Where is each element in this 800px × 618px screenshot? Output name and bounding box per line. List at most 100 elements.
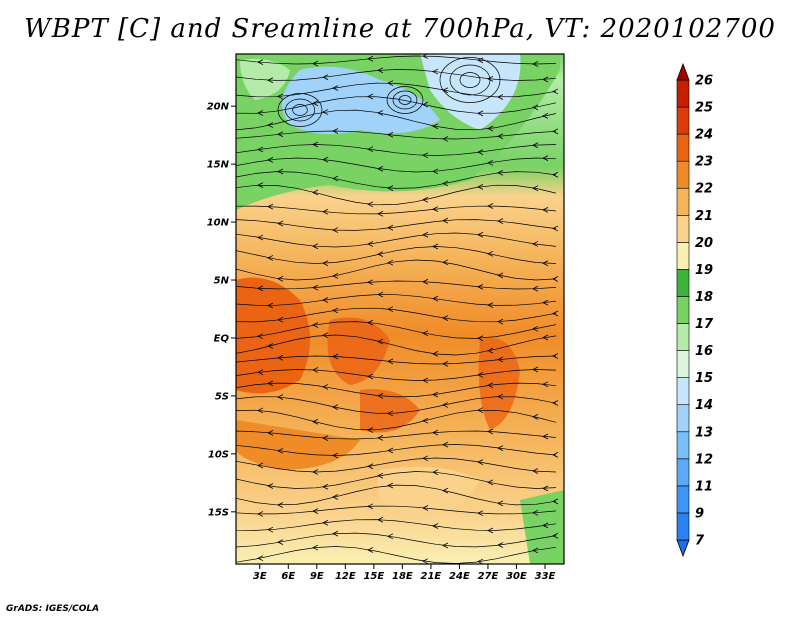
streamline-arrow: [487, 527, 494, 534]
streamline: [236, 219, 557, 231]
streamline-arrow: [542, 522, 549, 529]
streamline-arrow: [432, 68, 439, 75]
streamline: [236, 184, 557, 206]
streamline-arrow: [422, 231, 429, 238]
streamline: [236, 69, 557, 81]
streamline-arrow: [332, 494, 339, 500]
lat-tick-label: 15S: [208, 507, 229, 518]
streamline: [236, 409, 557, 431]
streamline-arrow: [367, 146, 374, 153]
streamline-arrow: [487, 125, 494, 132]
streamline-arrow: [387, 224, 394, 231]
streamline-arrow: [367, 547, 374, 553]
streamline-arrow: [277, 447, 284, 454]
streamline-arrow: [387, 358, 394, 365]
colorbar-segment: [676, 133, 690, 162]
streamline-arrow: [367, 319, 374, 326]
streamline-arrow: [332, 307, 339, 314]
streamline-swirl: [459, 72, 481, 88]
streamline-arrow: [422, 558, 429, 564]
streamline-arrow: [497, 133, 504, 140]
streamline-arrow: [367, 241, 374, 247]
streamline-arrow: [367, 55, 374, 62]
streamline-arrow: [367, 93, 374, 100]
streamline-arrow: [477, 284, 484, 290]
colorbar-segment: [676, 458, 690, 487]
streamline-arrow: [257, 462, 264, 469]
streamline-arrow: [332, 530, 339, 537]
streamline-arrow: [332, 128, 339, 134]
streamline-arrow: [257, 234, 264, 241]
streamline-arrow: [322, 384, 329, 390]
lat-tick-label: 10S: [208, 449, 229, 460]
streamline-arrow: [377, 291, 384, 298]
streamline-arrow: [477, 184, 484, 190]
streamline-arrow: [487, 302, 494, 308]
streamline-arrow: [257, 182, 264, 188]
streamline-arrow: [442, 315, 449, 322]
colorbar-label: 9: [695, 506, 704, 521]
streamline-arrow: [442, 361, 449, 367]
colorbar-segment: [676, 242, 690, 270]
streamline-arrow: [257, 285, 264, 292]
colorbar-label: 18: [695, 290, 713, 305]
streamline-arrow: [542, 260, 549, 267]
streamline-arrow: [487, 250, 494, 257]
lon-tick-label: 30E: [506, 571, 527, 582]
streamline-arrow: [267, 157, 274, 163]
colorbar-segment: [676, 512, 690, 541]
streamline-arrow: [312, 141, 319, 148]
streamline-arrow: [432, 429, 439, 436]
colorbar-segment: [676, 296, 690, 324]
streamline-arrow: [322, 519, 329, 526]
streamline-arrow: [322, 156, 329, 163]
streamline: [236, 369, 557, 381]
streamline-arrow: [432, 206, 439, 213]
colorbar-label: 15: [695, 371, 713, 386]
streamline-arrow: [552, 452, 559, 458]
streamline-arrow: [477, 558, 484, 564]
streamline: [236, 471, 557, 489]
streamline: [236, 82, 557, 98]
streamline-arrow: [267, 483, 274, 489]
streamline-arrow: [377, 165, 384, 172]
streamline-arrow: [542, 485, 549, 492]
streamline-arrow: [377, 393, 384, 399]
streamline-arrow: [312, 284, 319, 291]
streamline-arrow: [532, 241, 539, 247]
streamline: [236, 430, 557, 440]
streamline-arrow: [532, 185, 539, 192]
streamline-arrow: [442, 441, 449, 448]
streamline-arrow: [322, 435, 329, 441]
streamline-arrow: [387, 410, 394, 417]
streamlines: [236, 54, 559, 564]
streamline-arrow: [432, 243, 439, 250]
streamline-arrow: [332, 227, 339, 233]
colorbar-segment: [676, 106, 690, 135]
streamline-arrow: [497, 169, 504, 176]
streamline: [236, 382, 557, 398]
streamline-arrow: [542, 76, 549, 83]
streamline: [236, 157, 557, 173]
streamline-arrow: [477, 407, 484, 414]
streamline-arrow: [552, 276, 559, 282]
streamline-arrow: [387, 533, 394, 540]
lat-tick-label: 10N: [207, 218, 230, 229]
streamline-arrow: [497, 218, 504, 225]
streamline-arrow: [477, 371, 484, 378]
colorbar-segment: [676, 214, 690, 243]
colorbar-segment: [676, 404, 690, 433]
streamline-arrow: [332, 452, 339, 459]
lon-tick-label: 21E: [421, 571, 442, 582]
streamline-arrow: [277, 539, 284, 545]
streamline-arrow: [422, 152, 429, 159]
streamline: [236, 109, 557, 131]
streamline-arrow: [542, 155, 549, 161]
colorbar-label: 12: [695, 452, 713, 467]
streamline-arrow: [277, 316, 284, 323]
streamline-arrow: [552, 225, 559, 232]
streamline-arrow: [532, 142, 539, 149]
streamline-swirl: [449, 64, 491, 96]
streamline-arrow: [477, 335, 484, 342]
streamline-arrow: [552, 532, 559, 539]
